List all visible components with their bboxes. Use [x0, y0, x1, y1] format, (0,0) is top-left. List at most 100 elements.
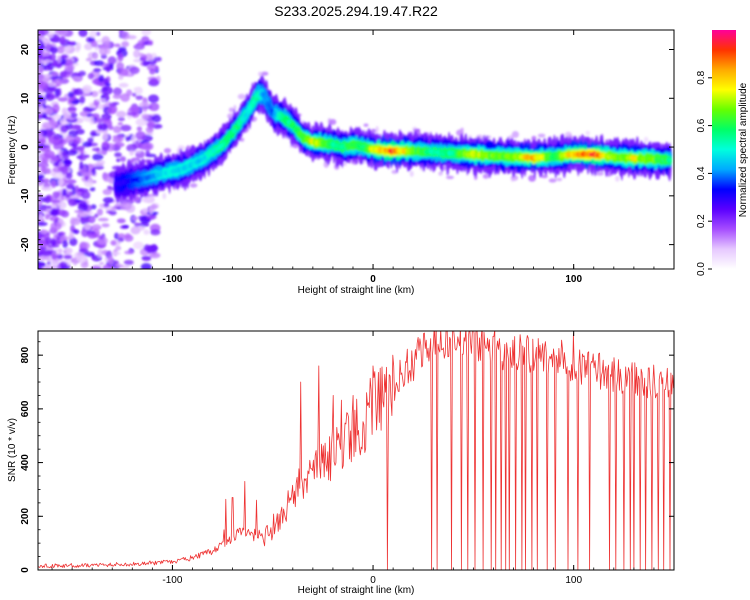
noise-blob	[162, 192, 167, 200]
noise-blob	[90, 130, 97, 137]
noise-blob	[102, 264, 113, 269]
heatmap-blobs	[38, 30, 673, 269]
noise-blob	[38, 45, 46, 50]
noise-blob	[131, 134, 137, 144]
noise-blob	[142, 60, 150, 67]
noise-blob	[114, 203, 122, 208]
noise-blob	[113, 125, 122, 134]
snr-frame	[37, 330, 675, 571]
noise-blob	[43, 74, 53, 78]
noise-blob	[87, 137, 94, 143]
noise-blob	[133, 225, 146, 231]
noise-blob	[52, 136, 60, 140]
noise-blob	[114, 152, 122, 158]
y-tick-label: 20	[20, 44, 31, 56]
noise-blob	[126, 144, 137, 152]
noise-blob	[111, 251, 121, 256]
noise-blob	[128, 105, 140, 114]
noise-blob	[146, 64, 159, 71]
spectrogram-x-axis: -100 0 100	[51, 30, 675, 285]
noise-blob	[38, 156, 42, 164]
noise-blob	[112, 94, 122, 99]
noise-blob	[38, 198, 43, 208]
noise-blob	[113, 87, 122, 96]
noise-blob	[49, 215, 60, 222]
noise-blob	[120, 124, 132, 132]
noise-blob	[71, 76, 81, 80]
noise-blob	[63, 247, 73, 254]
noise-blob	[51, 265, 57, 269]
noise-blob	[118, 82, 129, 88]
colorbar-tick-label: 0.4	[696, 166, 707, 180]
noise-blob	[45, 93, 55, 102]
noise-blob	[141, 30, 152, 36]
noise-blob	[89, 187, 96, 192]
noise-blob	[76, 145, 86, 150]
noise-blob	[51, 253, 58, 260]
noise-blob	[78, 153, 87, 161]
noise-blob	[145, 245, 157, 253]
noise-blob	[56, 231, 66, 236]
noise-blob	[38, 105, 45, 115]
noise-blob	[114, 142, 125, 148]
noise-blob	[92, 223, 101, 229]
noise-blob	[110, 240, 117, 246]
noise-blob	[121, 31, 130, 40]
noise-blob	[79, 111, 89, 117]
noise-blob	[59, 71, 68, 78]
noise-blob	[116, 158, 121, 163]
noise-blob	[68, 97, 73, 103]
noise-blob	[126, 111, 138, 117]
snr-series-line	[38, 331, 674, 570]
noise-blob	[151, 114, 162, 123]
noise-blob	[116, 218, 126, 224]
ridge-blob	[667, 157, 672, 163]
noise-blob	[117, 68, 129, 77]
noise-blob	[38, 263, 47, 267]
noise-blob	[72, 229, 80, 235]
noise-blob	[149, 252, 161, 259]
y-tick-label: -20	[20, 237, 31, 252]
noise-blob	[38, 132, 43, 140]
noise-blob	[105, 210, 113, 214]
noise-blob	[97, 150, 108, 155]
y-tick-label: 0	[20, 144, 31, 150]
noise-blob	[149, 77, 159, 86]
noise-blob	[101, 250, 107, 255]
noise-blob	[343, 162, 347, 166]
noise-blob	[120, 156, 126, 162]
noise-blob	[50, 221, 62, 231]
noise-blob	[106, 65, 111, 73]
noise-blob	[105, 82, 111, 87]
noise-blob	[258, 71, 263, 77]
noise-blob	[143, 229, 150, 235]
noise-blob	[482, 173, 489, 179]
noise-blob	[121, 41, 130, 48]
noise-blob	[124, 234, 134, 242]
noise-blob	[117, 237, 125, 242]
noise-blob	[40, 229, 48, 235]
noise-blob	[78, 30, 88, 37]
noise-blob	[133, 49, 141, 58]
noise-blob	[108, 102, 117, 108]
snr-panel: -100 0 100 0 200 400 600 800 Height of straigh…	[7, 330, 675, 596]
noise-blob	[141, 113, 150, 120]
noise-blob	[99, 44, 109, 50]
noise-blob	[97, 123, 103, 131]
noise-blob	[109, 63, 114, 69]
noise-blob	[79, 161, 84, 170]
noise-blob	[391, 169, 398, 174]
noise-blob	[74, 210, 84, 213]
snr-y-label: SNR (10 * v/v)	[7, 418, 18, 482]
noise-blob	[82, 141, 93, 148]
noise-blob	[69, 237, 78, 246]
noise-blob	[606, 170, 612, 177]
noise-blob	[60, 165, 69, 175]
y-tick-label: -10	[20, 188, 31, 203]
noise-blob	[115, 245, 122, 251]
colorbar-tick-label: 0.2	[696, 214, 707, 228]
noise-blob	[133, 87, 143, 92]
noise-blob	[149, 68, 156, 75]
noise-blob	[65, 172, 73, 179]
noise-blob	[81, 228, 89, 238]
